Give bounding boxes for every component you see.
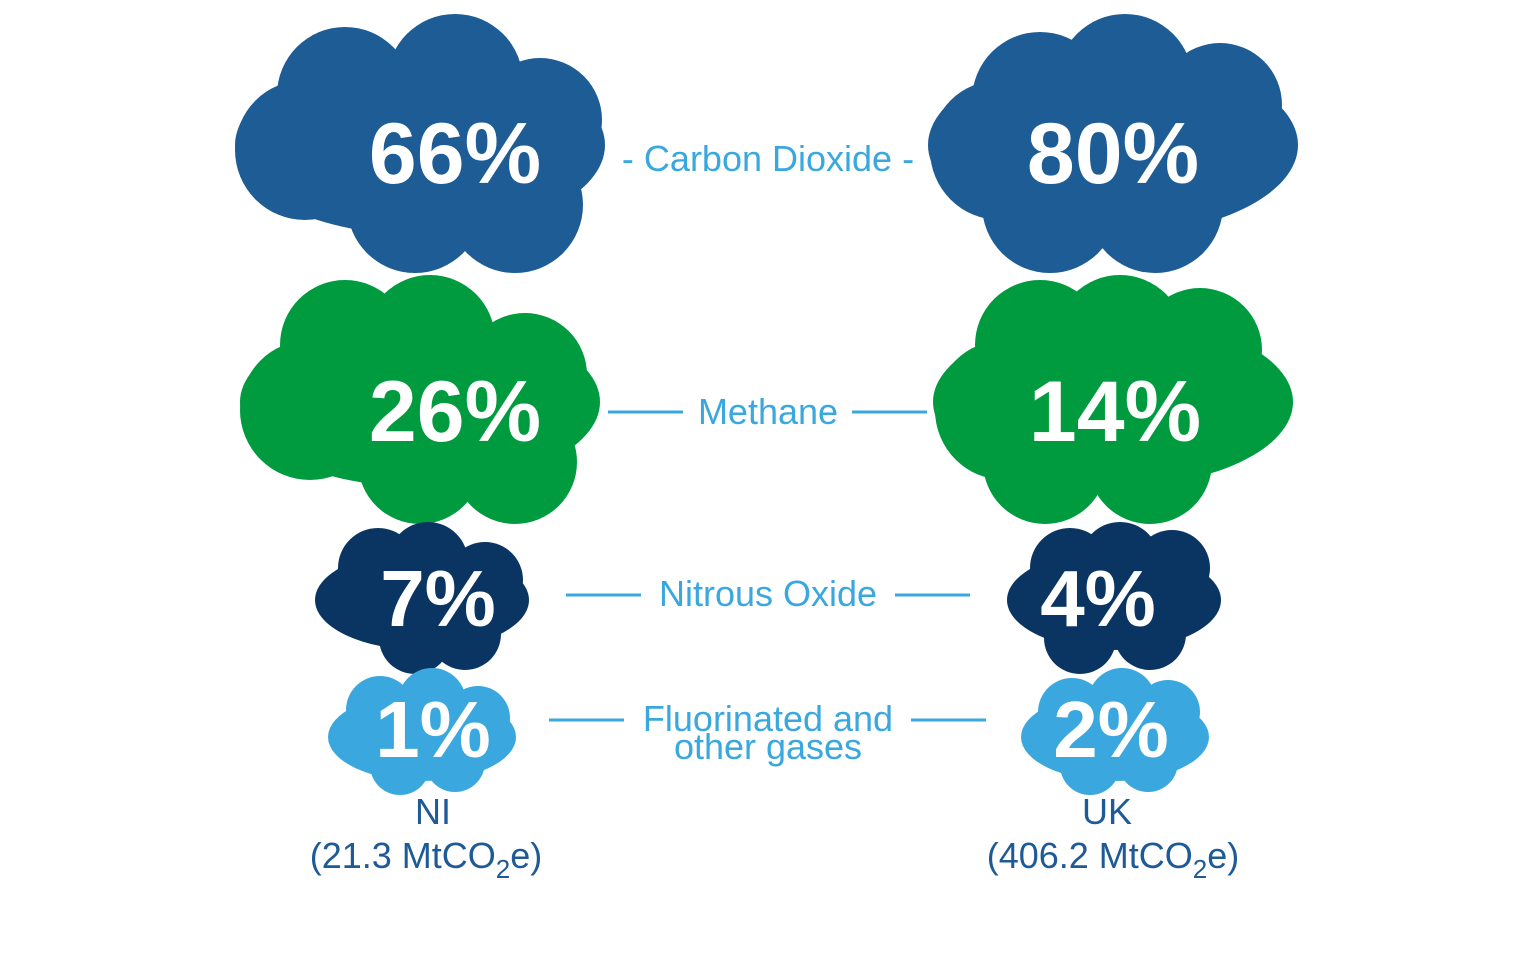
uk-fluorinated-cloud [1021, 668, 1209, 795]
ni-carbon-dioxide-percent: 66% [369, 106, 541, 202]
uk-nitrous-oxide-cloud [1007, 522, 1221, 674]
ni-nitrous-oxide-cloud [315, 522, 529, 674]
methane-label: Methane [698, 391, 838, 432]
uk-methane-cloud [933, 275, 1293, 524]
ni-region-emissions: (21.3 MtCO2e) [310, 835, 543, 884]
nitrous-oxide-label: Nitrous Oxide [659, 573, 877, 614]
ni-methane-cloud [240, 275, 600, 524]
ni-fluorinated-cloud [328, 668, 516, 795]
ni-carbon-dioxide-cloud [235, 14, 605, 273]
ni-nitrous-oxide-percent: 7% [380, 554, 496, 643]
ni-methane-percent: 26% [369, 364, 541, 460]
fluorinated-label-line1: Fluorinated and [643, 698, 893, 739]
ni-region-name: NI [415, 791, 451, 832]
uk-region-emissions: (406.2 MtCO2e) [987, 835, 1240, 884]
uk-carbon-dioxide-cloud [928, 14, 1298, 273]
uk-fluorinated-percent: 2% [1053, 685, 1169, 774]
ni-fluorinated-percent: 1% [375, 685, 491, 774]
fluorinated-label-line2: other gases [674, 726, 862, 767]
uk-methane-percent: 14% [1029, 364, 1201, 460]
uk-region-name: UK [1082, 791, 1132, 832]
carbon-dioxide-label: - Carbon Dioxide - [622, 138, 914, 179]
uk-carbon-dioxide-percent: 80% [1027, 106, 1199, 202]
uk-nitrous-oxide-percent: 4% [1040, 554, 1156, 643]
